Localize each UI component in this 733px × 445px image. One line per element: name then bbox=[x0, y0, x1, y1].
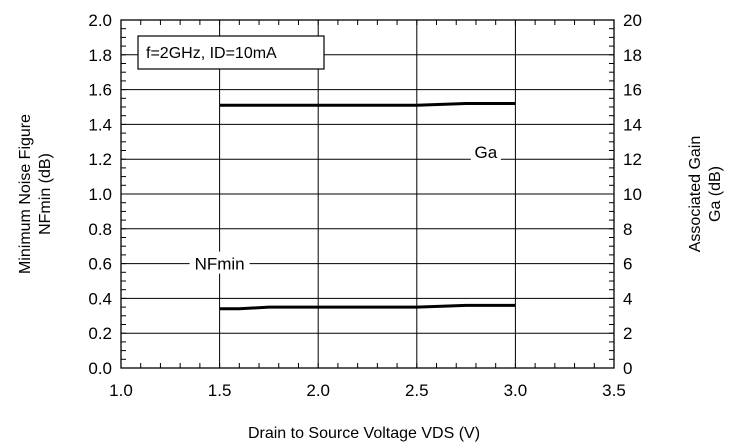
y-right-tick-label: 12 bbox=[623, 150, 642, 169]
x-tick-label: 1.0 bbox=[109, 381, 133, 400]
y-left-tick-label: 2.0 bbox=[88, 11, 112, 30]
y-right-tick-label: 20 bbox=[623, 11, 642, 30]
condition-label: f=2GHz, ID=10mA bbox=[146, 45, 277, 62]
y-left-tick-label: 1.2 bbox=[88, 150, 112, 169]
series-label-bg bbox=[189, 251, 250, 274]
x-tick-label: 3.0 bbox=[504, 381, 528, 400]
x-tick-label: 3.5 bbox=[602, 381, 626, 400]
y-right-axis-title-line1: Associated Gain bbox=[687, 136, 704, 253]
y-left-tick-label: 0.6 bbox=[88, 255, 112, 274]
y-left-tick-label: 1.0 bbox=[88, 185, 112, 204]
series-label-ga: Ga bbox=[474, 143, 497, 162]
y-right-tick-label: 2 bbox=[623, 324, 632, 343]
y-right-tick-label: 8 bbox=[623, 220, 632, 239]
x-tick-label: 1.5 bbox=[208, 381, 232, 400]
y-left-axis-title-line2: NFmin (dB) bbox=[37, 153, 54, 235]
x-tick-label: 2.5 bbox=[405, 381, 429, 400]
y-left-tick-label: 0.8 bbox=[88, 220, 112, 239]
y-right-tick-label: 14 bbox=[623, 115, 642, 134]
y-left-axis-title-line1: Minimum Noise Figure bbox=[17, 114, 34, 274]
series-line-ga bbox=[219, 102, 516, 107]
y-right-tick-label: 18 bbox=[623, 46, 642, 65]
grid bbox=[120, 19, 615, 369]
y-right-tick-label: 4 bbox=[623, 289, 632, 308]
condition-box bbox=[137, 35, 325, 70]
y-right-tick-label: 10 bbox=[623, 185, 642, 204]
y-left-tick-label: 1.4 bbox=[88, 115, 112, 134]
y-right-tick-label: 6 bbox=[623, 255, 632, 274]
y-left-tick-label: 1.8 bbox=[88, 46, 112, 65]
labels: 1.0 1.5 2.0 2.5 3.0 3.5 0.0 0.2 0.4 0.6 0.8 1.0 1.2 1… bbox=[88, 11, 642, 400]
series-line-nfmin bbox=[219, 303, 516, 311]
x-axis-title: Drain to Source Voltage VDS (V) bbox=[248, 425, 480, 442]
y-left-tick-label: 0.0 bbox=[88, 359, 112, 378]
x-tick-label: 2.0 bbox=[306, 381, 330, 400]
plot-frame bbox=[120, 19, 615, 369]
y-left-tick-label: 1.6 bbox=[88, 81, 112, 100]
y-left-tick-label: 0.2 bbox=[88, 324, 112, 343]
series-label-bg bbox=[470, 140, 501, 163]
series-label-nfmin: NFmin bbox=[195, 255, 245, 274]
series-lines bbox=[219, 102, 516, 311]
y-right-tick-label: 0 bbox=[623, 359, 632, 378]
y-right-axis-title-line2: Ga (dB) bbox=[707, 166, 724, 222]
y-right-tick-label: 16 bbox=[623, 81, 642, 100]
y-left-tick-label: 0.4 bbox=[88, 289, 112, 308]
minor-ticks bbox=[120, 19, 615, 369]
